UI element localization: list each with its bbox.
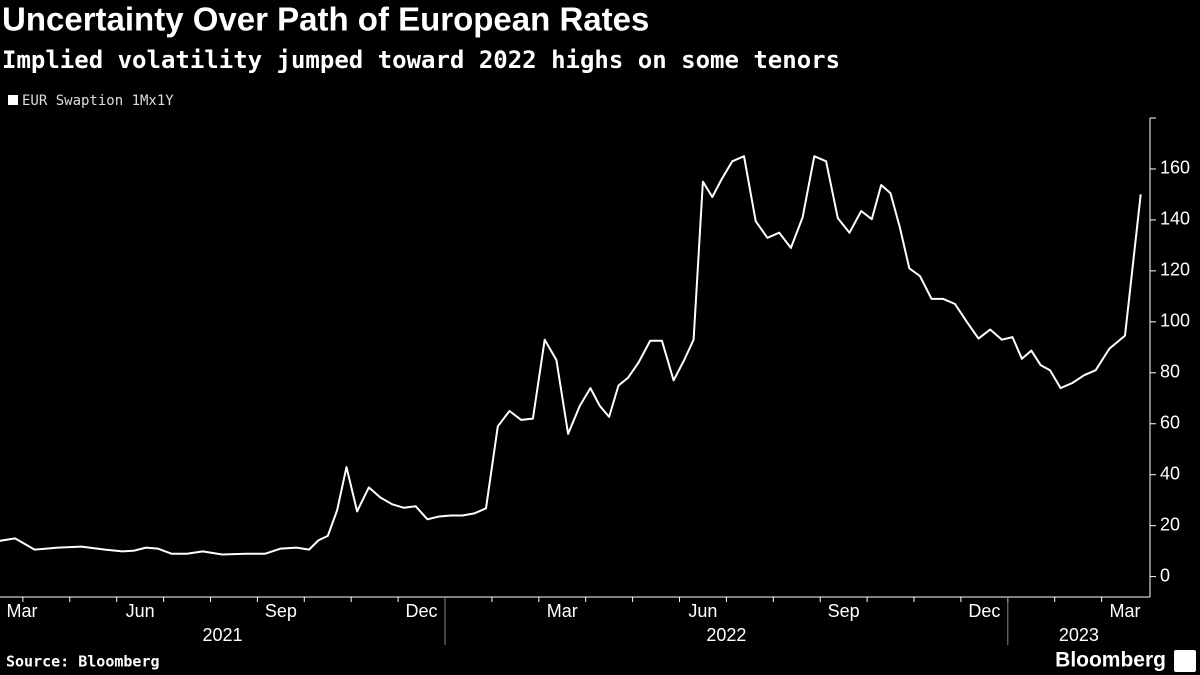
source: Source: Bloomberg [6, 653, 160, 671]
y-tick-label: 120 [1160, 260, 1190, 280]
y-tick-label: 0 [1160, 565, 1170, 585]
y-tick-label: 100 [1160, 311, 1190, 331]
y-tick-label: 20 [1160, 514, 1180, 534]
year-label: 2022 [706, 625, 746, 645]
x-tick-label: Mar [7, 601, 38, 621]
legend-swatch [8, 95, 18, 105]
x-tick-label: Mar [1110, 601, 1141, 621]
y-tick-label: 60 [1160, 412, 1180, 432]
y-tick-label: 40 [1160, 463, 1180, 483]
year-label: 2023 [1059, 625, 1099, 645]
plot-area [0, 155, 1142, 556]
year-label: 2021 [202, 625, 242, 645]
x-tick-label: Sep [265, 601, 297, 621]
y-tick-label: 80 [1160, 362, 1180, 382]
x-tick-label: Mar [547, 601, 578, 621]
logo-icon [1174, 650, 1196, 672]
chart-subtitle: Implied volatility jumped toward 2022 hi… [2, 46, 840, 74]
data-line [0, 155, 1142, 556]
x-tick-label: Sep [828, 601, 860, 621]
chart-title: Uncertainty Over Path of European Rates [2, 1, 649, 38]
x-tick-label: Dec [968, 601, 1000, 621]
y-tick-label: 140 [1160, 209, 1190, 229]
x-tick-label: Jun [126, 601, 155, 621]
logo: Bloomberg [1055, 649, 1166, 672]
y-tick-label: 160 [1160, 158, 1190, 178]
legend-label: EUR Swaption 1Mx1Y [22, 93, 174, 109]
x-tick-label: Jun [688, 601, 717, 621]
x-tick-label: Dec [406, 601, 438, 621]
